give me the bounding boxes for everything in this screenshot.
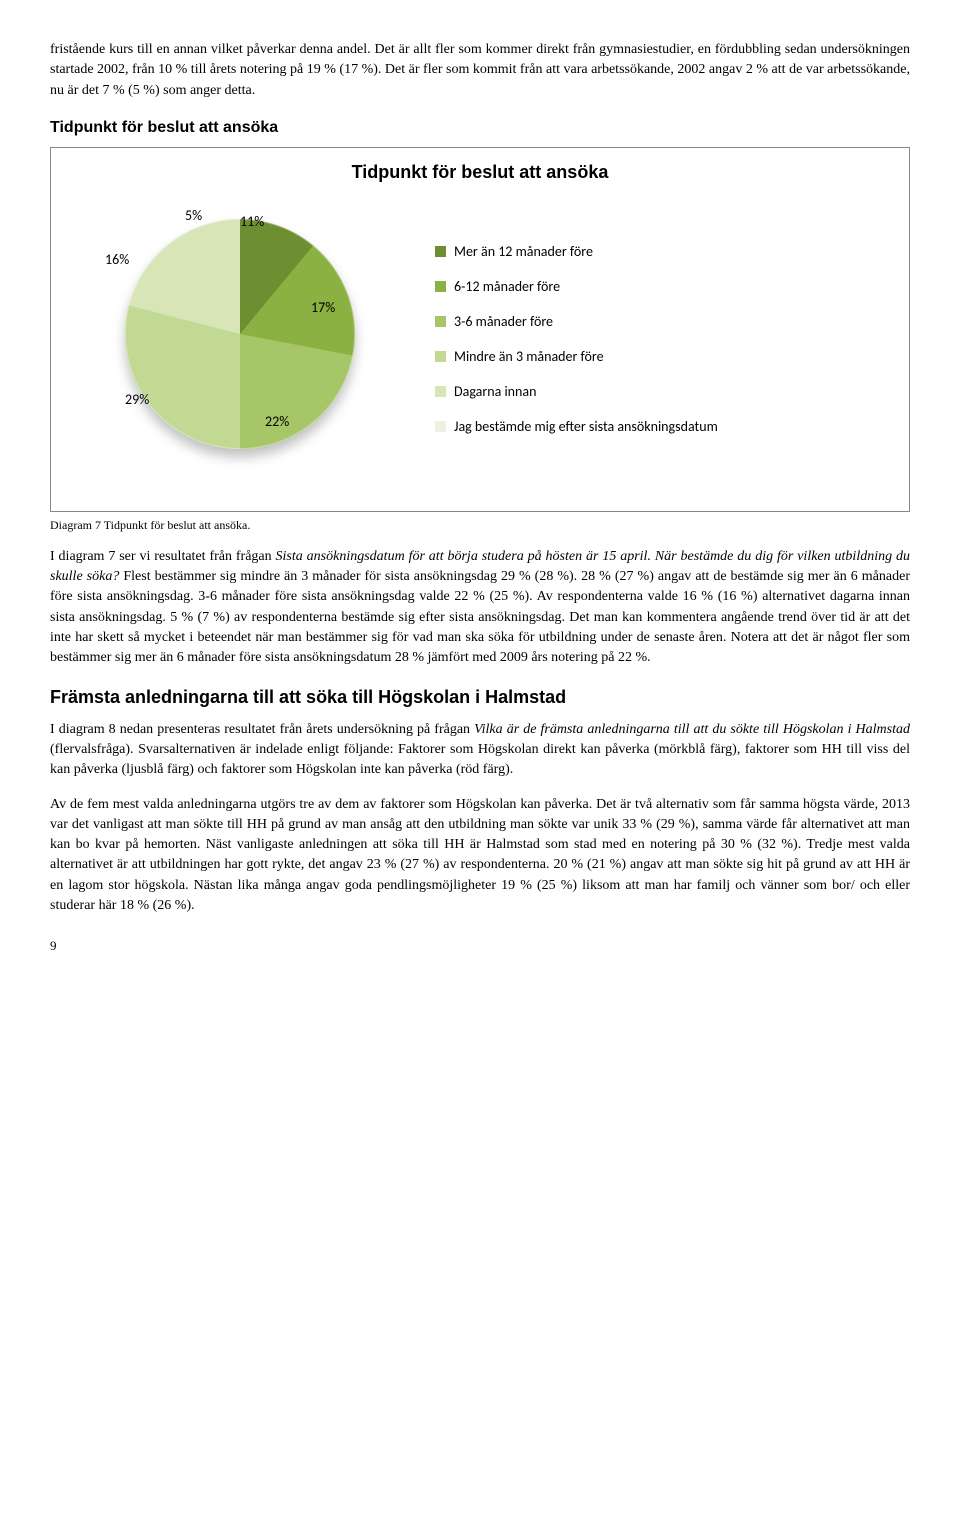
- legend-item: 6-12 månader före: [435, 278, 718, 295]
- section-heading-tidpunkt: Tidpunkt för beslut att ansöka: [50, 119, 910, 137]
- pie-label-17: 17%: [311, 299, 335, 316]
- legend-item: Mer än 12 månader före: [435, 243, 718, 260]
- text: Flest bestämmer sig mindre än 3 månader …: [50, 569, 910, 665]
- legend-label: Mer än 12 månader före: [454, 243, 593, 260]
- legend-item: Mindre än 3 månader före: [435, 348, 718, 365]
- legend-swatch: [435, 421, 446, 432]
- section-heading-framsta: Främsta anledningarna till att söka till…: [50, 687, 910, 708]
- pie-label-29: 29%: [125, 391, 149, 408]
- text: (flervalsfråga). Svarsalternativen är in…: [50, 742, 910, 777]
- chart-body: 5% 11% 16% 17% 29% 22% Mer än 12 månader…: [65, 189, 895, 489]
- legend-label: Dagarna innan: [454, 383, 536, 400]
- paragraph-8: I diagram 8 nedan presenteras resultatet…: [50, 720, 910, 781]
- chart-container: Tidpunkt för beslut att ansöka 5% 11% 16…: [50, 147, 910, 512]
- pie-wrap: 5% 11% 16% 17% 29% 22%: [65, 189, 405, 489]
- paragraph-after-chart: I diagram 7 ser vi resultatet från fråga…: [50, 547, 910, 669]
- legend-swatch: [435, 316, 446, 327]
- pie-label-16: 16%: [105, 251, 129, 268]
- legend-swatch: [435, 281, 446, 292]
- legend-label: Jag bestämde mig efter sista ansökningsd…: [454, 418, 718, 435]
- chart-caption: Diagram 7 Tidpunkt för beslut att ansöka…: [50, 518, 910, 533]
- legend-item: Jag bestämde mig efter sista ansökningsd…: [435, 418, 718, 435]
- chart-title: Tidpunkt för beslut att ansöka: [65, 162, 895, 183]
- chart-legend: Mer än 12 månader före 6-12 månader före 3…: [435, 243, 718, 435]
- text: I diagram 7 ser vi resultatet från fråga…: [50, 549, 276, 564]
- paragraph-9: Av de fem mest valda anledningarna utgör…: [50, 795, 910, 917]
- pie-chart: [125, 219, 355, 449]
- legend-label: 6-12 månader före: [454, 278, 560, 295]
- page-number: 9: [50, 938, 910, 954]
- intro-paragraph: fristående kurs till en annan vilket påv…: [50, 40, 910, 101]
- legend-label: Mindre än 3 månader före: [454, 348, 604, 365]
- pie-label-11: 11%: [240, 213, 264, 230]
- legend-swatch: [435, 246, 446, 257]
- legend-swatch: [435, 386, 446, 397]
- pie-label-22: 22%: [265, 413, 289, 430]
- text: I diagram 8 nedan presenteras resultatet…: [50, 722, 474, 737]
- legend-item: Dagarna innan: [435, 383, 718, 400]
- pie-label-5: 5%: [185, 207, 202, 224]
- legend-swatch: [435, 351, 446, 362]
- legend-label: 3-6 månader före: [454, 313, 553, 330]
- italic-question-2: Vilka är de främsta anledningarna till a…: [474, 722, 910, 737]
- legend-item: 3-6 månader före: [435, 313, 718, 330]
